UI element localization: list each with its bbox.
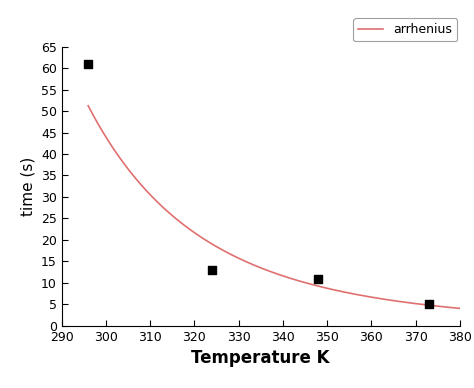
Point	[208, 267, 216, 273]
arrhenius	[206, 240, 212, 245]
Point	[84, 61, 92, 67]
arrhenius	[356, 293, 361, 297]
arrhenius	[457, 306, 463, 311]
arrhenius	[232, 254, 238, 259]
Point	[425, 301, 433, 308]
X-axis label: Temperature K: Temperature K	[191, 349, 330, 367]
arrhenius	[319, 285, 325, 289]
arrhenius	[85, 104, 91, 108]
arrhenius	[130, 173, 136, 177]
Y-axis label: time (s): time (s)	[20, 157, 35, 216]
Legend: arrhenius: arrhenius	[354, 18, 457, 41]
Line: arrhenius: arrhenius	[88, 106, 460, 308]
arrhenius	[354, 292, 359, 297]
Point	[314, 275, 322, 282]
